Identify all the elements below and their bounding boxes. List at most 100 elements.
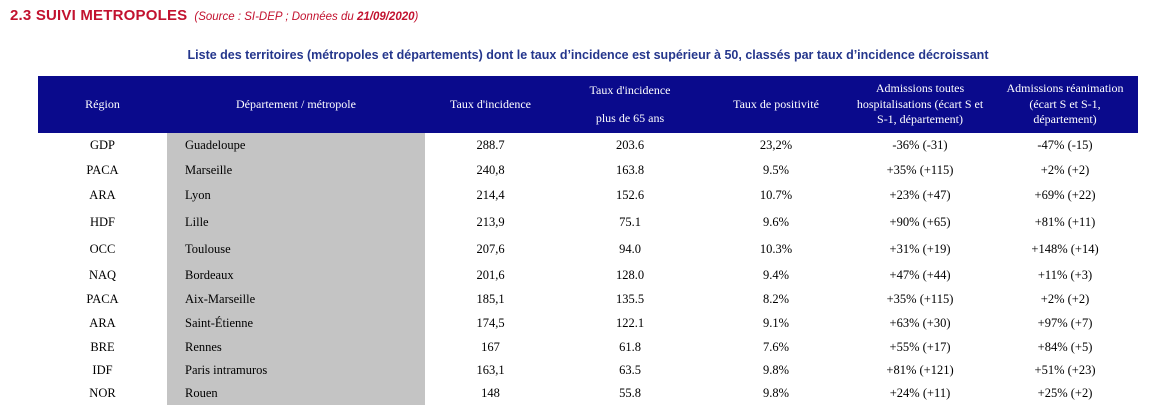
value-cell: +2% (+2)	[1040, 291, 1090, 306]
dept-cell: Saint-Étienne	[167, 311, 425, 335]
value-cell: 9.1%	[762, 315, 790, 330]
dept-cell: Rennes	[167, 335, 425, 359]
column-header-1: Département / métropole	[167, 76, 425, 133]
value-cell: 8.2%	[762, 291, 790, 306]
dept-cell: Lille	[167, 208, 425, 236]
column-header-4: Taux de positivité	[704, 76, 848, 133]
value-cell: +63% (+30)	[889, 315, 951, 330]
table-row: PACA Marseille 240,8 163.8 9.5% +35% (+115) +2…	[38, 158, 1138, 183]
column-header-2: Taux d'incidence	[425, 76, 556, 133]
region-cell: BRE	[90, 339, 115, 354]
dept-cell: Rouen	[167, 382, 425, 405]
value-cell: 23,2%	[759, 138, 793, 152]
region-cell: PACA	[86, 163, 119, 177]
value-cell: 10.3%	[759, 242, 793, 256]
value-cell: +2% (+2)	[1040, 163, 1090, 177]
section-title: 2.3 SUIVI METROPOLES	[10, 7, 188, 24]
value-cell: 152.6	[615, 188, 645, 202]
value-cell: +11% (+3)	[1037, 267, 1093, 282]
source-date: 21/09/2020	[356, 11, 415, 23]
value-cell: 9.4%	[762, 267, 790, 282]
table-row: PACA Aix-Marseille 185,1 135.5 8.2% +35% (+11…	[38, 287, 1138, 311]
value-cell: +47% (+44)	[889, 267, 951, 282]
region-cell: GDP	[89, 138, 115, 152]
value-cell: 207,6	[476, 242, 505, 256]
table-row: ARA Saint-Étienne 174,5 122.1 9.1% +63% (+30)…	[38, 311, 1138, 335]
value-cell: +25% (+2)	[1037, 386, 1093, 400]
value-cell: 9.5%	[762, 163, 790, 177]
table-row: NOR Rouen 148 55.8 9.8% +24% (+11) +25% (+2)	[38, 382, 1138, 405]
dept-cell: Bordeaux	[167, 263, 425, 287]
value-cell: +31% (+19)	[889, 242, 951, 256]
value-cell: 163.8	[615, 163, 645, 177]
value-cell: 240,8	[476, 163, 505, 177]
table-body: GDP Guadeloupe 288.7 203.6 23,2% -36% (-31) -4…	[38, 133, 1138, 405]
region-cell: NAQ	[88, 267, 117, 282]
table-row: NAQ Bordeaux 201,6 128.0 9.4% +47% (+44) +11% …	[38, 263, 1138, 287]
section-heading: 2.3 SUIVI METROPOLES (Source : SI-DEP ; D…	[10, 7, 1159, 25]
table-row: OCC Toulouse 207,6 94.0 10.3% +31% (+19) +148%…	[38, 236, 1138, 263]
table-row: ARA Lyon 214,4 152.6 10.7% +23% (+47) +69% (+2…	[38, 183, 1138, 208]
dept-cell: Paris intramuros	[167, 359, 425, 382]
value-cell: 214,4	[476, 188, 505, 202]
table-row: GDP Guadeloupe 288.7 203.6 23,2% -36% (-31) -4…	[38, 133, 1138, 158]
value-cell: +90% (+65)	[889, 214, 951, 229]
value-cell: +97% (+7)	[1037, 315, 1093, 330]
dept-cell: Marseille	[167, 158, 425, 183]
table-caption: Liste des territoires (métropoles et dép…	[187, 48, 989, 62]
table-row: BRE Rennes 167 61.8 7.6% +55% (+17) +84% (+5)	[38, 335, 1138, 359]
value-cell: +81% (+121)	[886, 363, 954, 377]
value-cell: +81% (+11)	[1034, 214, 1096, 229]
value-cell: 213,9	[476, 214, 505, 229]
value-cell: 94.0	[619, 242, 641, 256]
dept-cell: Toulouse	[167, 236, 425, 263]
value-cell: 122.1	[615, 315, 645, 330]
value-cell: +84% (+5)	[1037, 339, 1093, 354]
dept-cell: Guadeloupe	[167, 133, 425, 158]
value-cell: +51% (+23)	[1034, 363, 1096, 377]
value-cell: 9.6%	[762, 214, 790, 229]
metropoles-table: Région Département / métropole Taux d'inci…	[38, 76, 1138, 405]
column-header-3: Taux d'incidence plus de 65 ans	[556, 76, 704, 133]
column-header-6: Admissions réanimation (écart S et S-1, …	[992, 76, 1138, 133]
value-cell: 135.5	[615, 291, 645, 306]
value-cell: 7.6%	[762, 339, 790, 354]
region-cell: ARA	[89, 188, 116, 202]
value-cell: +35% (+115)	[886, 291, 954, 306]
value-cell: 75.1	[619, 214, 641, 229]
value-cell: +148% (+14)	[1031, 242, 1099, 256]
value-cell: 10.7%	[759, 188, 793, 202]
dept-cell: Aix-Marseille	[167, 287, 425, 311]
value-cell: 163,1	[476, 363, 505, 377]
header-row: Région Département / métropole Taux d'inci…	[38, 76, 1138, 133]
dept-cell: Lyon	[167, 183, 425, 208]
value-cell: +55% (+17)	[889, 339, 951, 354]
value-cell: 55.8	[619, 386, 641, 400]
value-cell: 9.8%	[762, 386, 790, 400]
value-cell: 167	[481, 339, 500, 354]
value-cell: 128.0	[615, 267, 645, 282]
value-cell: 185,1	[476, 291, 505, 306]
value-cell: +35% (+115)	[886, 163, 954, 177]
value-cell: 9.8%	[762, 363, 790, 377]
value-cell: +69% (+22)	[1034, 188, 1096, 202]
section-source: (Source : SI-DEP ; Données du 21/09/2020…	[194, 11, 418, 23]
table-header: Région Département / métropole Taux d'inci…	[38, 76, 1138, 133]
region-cell: NOR	[89, 386, 116, 400]
column-header-5: Admissions toutes hospitalisations (écar…	[848, 76, 992, 133]
value-cell: 148	[481, 386, 500, 400]
column-header-0: Région	[38, 76, 167, 133]
value-cell: 203.6	[615, 138, 645, 152]
source-prefix: (Source : SI-DEP ; Données du	[194, 11, 357, 23]
value-cell: 288.7	[476, 138, 505, 152]
table-row: IDF Paris intramuros 163,1 63.5 9.8% +81% (+1…	[38, 359, 1138, 382]
value-cell: 63.5	[619, 363, 641, 377]
region-cell: OCC	[89, 242, 116, 256]
value-cell: 61.8	[619, 339, 641, 354]
value-cell: 174,5	[476, 315, 505, 330]
region-cell: ARA	[89, 315, 116, 330]
table-row: HDF Lille 213,9 75.1 9.6% +90% (+65) +81% (+11…	[38, 208, 1138, 236]
source-suffix: )	[414, 11, 419, 23]
region-cell: HDF	[89, 214, 115, 229]
value-cell: -47% (-15)	[1037, 138, 1093, 152]
